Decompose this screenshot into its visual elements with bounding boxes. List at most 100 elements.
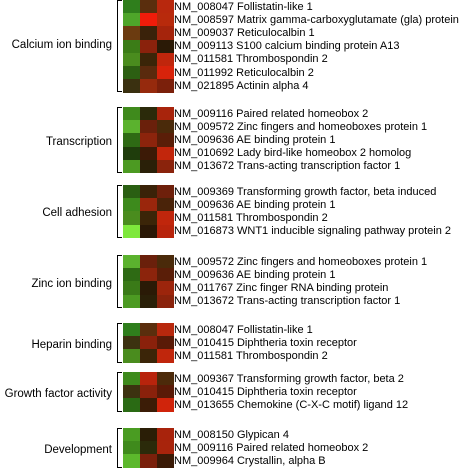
heatmap-cell xyxy=(140,211,157,226)
heatmap-cell xyxy=(123,398,140,413)
heatmap-cell xyxy=(123,211,140,226)
heatmap-cell xyxy=(140,454,157,469)
heatmap-cell xyxy=(140,268,157,282)
gene-label: NM_021895 Actinin alpha 4 xyxy=(174,79,309,92)
heatmap-cell xyxy=(140,336,157,350)
gene-label: NM_010692 Lady bird-like homeobox 2 homo… xyxy=(174,147,412,160)
heatmap-cell xyxy=(157,294,174,309)
heatmap-cell xyxy=(123,133,140,148)
heatmap-cell xyxy=(157,52,174,67)
gene-label: NM_016873 WNT1 inducible signaling pathw… xyxy=(174,225,451,238)
heatmap-cell xyxy=(123,323,140,337)
heatmap-cell xyxy=(140,198,157,212)
heatmap-cell xyxy=(157,107,174,121)
heatmap-cell xyxy=(157,323,174,337)
heatmap-cell xyxy=(140,66,157,80)
gene-label: NM_009636 AE binding protein 1 xyxy=(174,198,336,211)
gene-label: NM_009636 AE binding protein 1 xyxy=(174,133,336,146)
heatmap-cell xyxy=(157,185,174,199)
heatmap-cell xyxy=(123,349,140,364)
gene-label: NM_008047 Follistatin-like 1 xyxy=(174,323,313,336)
heatmap-cell xyxy=(140,120,157,134)
gene-label: NM_010415 Diphtheria toxin receptor xyxy=(174,385,357,398)
heatmap-cell xyxy=(140,107,157,121)
heatmap-cell xyxy=(157,398,174,413)
heatmap-cell xyxy=(140,185,157,199)
heatmap-cell xyxy=(123,185,140,199)
gene-label: NM_013672 Trans-acting transcription fac… xyxy=(174,160,401,173)
gene-label: NM_008150 Glypican 4 xyxy=(174,428,289,441)
heatmap-cell xyxy=(123,0,140,14)
heatmap-cell xyxy=(140,372,157,386)
heatmap-cell xyxy=(123,198,140,212)
heatmap-cell xyxy=(123,159,140,174)
heatmap-cell xyxy=(123,39,140,54)
heatmap-cell xyxy=(123,441,140,455)
heatmap-cell xyxy=(140,79,157,93)
heatmap-cell xyxy=(157,66,174,80)
category-label: Calcium ion binding xyxy=(11,39,112,51)
heatmap-cell xyxy=(157,255,174,269)
gene-label: NM_008047 Follistatin-like 1 xyxy=(174,0,313,13)
heatmap-cell xyxy=(140,428,157,442)
heatmap-cell xyxy=(140,441,157,455)
heatmap-cell xyxy=(157,441,174,455)
heatmap-cell xyxy=(157,268,174,282)
heatmap-cell xyxy=(157,211,174,226)
category-label: Cell adhesion xyxy=(42,207,112,219)
heatmap-cell xyxy=(157,224,174,239)
heatmap-cell xyxy=(140,398,157,413)
heatmap-cell xyxy=(140,159,157,174)
heatmap-cell xyxy=(157,336,174,350)
gene-label: NM_009964 Crystallin, alpha B xyxy=(174,454,326,467)
gene-label: NM_009572 Zinc fingers and homeoboxes pr… xyxy=(174,120,428,133)
heatmap-cell xyxy=(157,0,174,14)
heatmap-cell xyxy=(123,336,140,350)
category-label: Heparin binding xyxy=(31,339,112,351)
gene-label: NM_010415 Diphtheria toxin receptor xyxy=(174,336,357,349)
heatmap-cell xyxy=(123,13,140,27)
group-bracket xyxy=(117,0,122,93)
gene-label: NM_008597 Matrix gamma-carboxyglutamate … xyxy=(174,13,459,26)
heatmap-cell xyxy=(157,454,174,469)
heatmap-cell xyxy=(140,281,157,296)
heatmap-cell xyxy=(140,0,157,14)
heatmap-cell xyxy=(140,224,157,239)
gene-label: NM_011581 Thrombospondin 2 xyxy=(174,53,328,66)
heatmap-cell xyxy=(140,349,157,364)
heatmap-cell xyxy=(140,52,157,67)
heatmap-cell xyxy=(157,13,174,27)
heatmap-cell xyxy=(157,146,174,161)
gene-label: NM_013655 Chemokine (C-X-C motif) ligand… xyxy=(174,398,409,411)
heatmap-cell xyxy=(123,146,140,161)
gene-label: NM_009572 Zinc fingers and homeoboxes pr… xyxy=(174,255,428,268)
gene-label: NM_009113 S100 calcium binding protein A… xyxy=(174,40,400,53)
heatmap-cell xyxy=(140,39,157,54)
heatmap-cell xyxy=(157,133,174,148)
heatmap-cell xyxy=(157,159,174,174)
heatmap-cell xyxy=(140,26,157,41)
heatmap-cell xyxy=(140,294,157,309)
heatmap-cell xyxy=(123,385,140,399)
heatmap-cell xyxy=(140,146,157,161)
heatmap-cell xyxy=(123,294,140,309)
gene-label: NM_013672 Trans-acting transcription fac… xyxy=(174,295,401,308)
group-bracket xyxy=(117,372,122,412)
gene-label: NM_011767 Zinc finger RNA binding protei… xyxy=(174,281,389,294)
gene-label: NM_009116 Paired related homeobox 2 xyxy=(174,107,369,120)
heatmap-cell xyxy=(123,66,140,80)
group-bracket xyxy=(117,428,122,468)
heatmap-cell xyxy=(123,224,140,239)
group-bracket xyxy=(117,185,122,238)
heatmap-cell xyxy=(157,428,174,442)
heatmap-cell xyxy=(123,428,140,442)
heatmap-cell xyxy=(123,281,140,296)
gene-label: NM_011581 Thrombospondin 2 xyxy=(174,349,328,362)
group-bracket xyxy=(117,323,122,363)
gene-label: NM_009636 AE binding protein 1 xyxy=(174,268,336,281)
category-label: Transcription xyxy=(45,136,112,148)
heatmap-cell xyxy=(123,26,140,41)
heatmap-cell xyxy=(157,349,174,364)
heatmap-cell xyxy=(123,120,140,134)
heatmap-cell xyxy=(157,39,174,54)
